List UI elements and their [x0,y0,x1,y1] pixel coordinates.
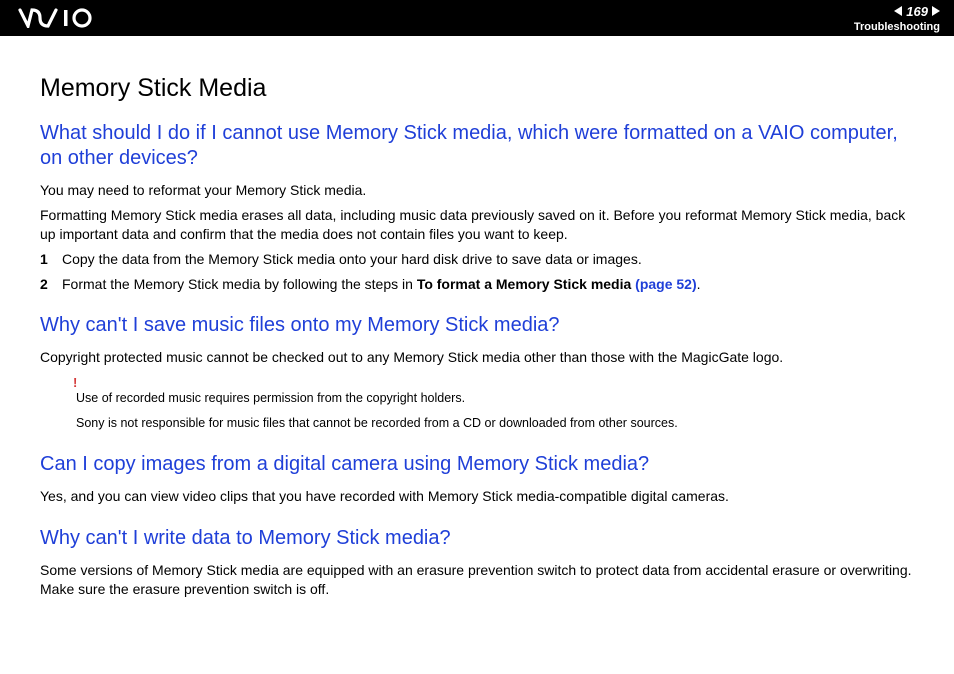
step-text-pre: Format the Memory Stick media by followi… [62,276,417,292]
page-reference-link[interactable]: (page 52) [635,276,696,292]
step-text: Copy the data from the Memory Stick medi… [62,250,642,269]
header-bar: 169 Troubleshooting [0,0,954,36]
note-text: Sony is not responsible for music files … [76,415,914,432]
step-number: 1 [40,250,50,269]
step-item: 2 Format the Memory Stick media by follo… [40,275,914,294]
step-list: 1 Copy the data from the Memory Stick me… [40,250,914,294]
body-text: Yes, and you can view video clips that y… [40,487,914,506]
vaio-logo [18,8,118,28]
step-text: Format the Memory Stick media by followi… [62,275,701,294]
page-navigation: 169 Troubleshooting [854,4,940,33]
body-text: Formatting Memory Stick media erases all… [40,206,914,244]
page-title: Memory Stick Media [40,74,914,103]
caution-icon: ! [73,375,914,390]
step-number: 2 [40,275,50,294]
question-heading-4: Why can't I write data to Memory Stick m… [40,526,914,551]
question-heading-1: What should I do if I cannot use Memory … [40,121,914,171]
step-text-bold: To format a Memory Stick media [417,276,635,292]
question-heading-2: Why can't I save music files onto my Mem… [40,313,914,338]
step-text-post: . [697,276,701,292]
body-text: Some versions of Memory Stick media are … [40,561,914,599]
step-item: 1 Copy the data from the Memory Stick me… [40,250,914,269]
question-heading-3: Can I copy images from a digital camera … [40,452,914,477]
next-page-arrow[interactable] [932,6,940,16]
body-text: Copyright protected music cannot be chec… [40,348,914,367]
prev-page-arrow[interactable] [894,6,902,16]
body-text: You may need to reformat your Memory Sti… [40,181,914,200]
content-area: Memory Stick Media What should I do if I… [0,36,954,625]
page-number: 169 [906,4,928,19]
section-label: Troubleshooting [854,21,940,33]
note-text: Use of recorded music requires permissio… [76,390,914,407]
caution-note: ! Use of recorded music requires permiss… [76,375,914,432]
